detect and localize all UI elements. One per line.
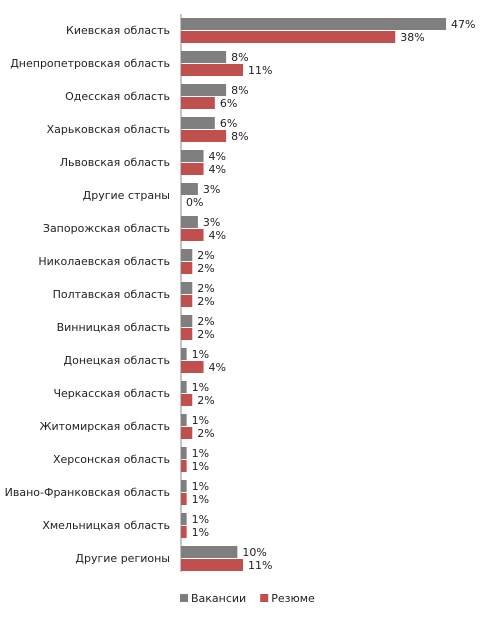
bar xyxy=(181,183,198,195)
bar xyxy=(181,295,193,307)
bar xyxy=(181,117,215,129)
category-label: Хмельницкая область xyxy=(42,519,170,532)
bar xyxy=(181,381,187,393)
value-label: 4% xyxy=(209,163,226,176)
legend-swatch xyxy=(260,594,269,602)
bar xyxy=(181,394,193,406)
category-label: Винницкая область xyxy=(57,321,170,334)
value-label: 3% xyxy=(203,183,220,196)
bar xyxy=(181,84,227,96)
legend-label: Вакансии xyxy=(191,592,246,605)
value-label: 3% xyxy=(203,216,220,229)
category-label: Запорожская область xyxy=(43,222,170,235)
legend-label: Резюме xyxy=(271,592,315,605)
value-label: 4% xyxy=(209,361,226,374)
value-label: 1% xyxy=(192,381,209,394)
category-label: Другие регионы xyxy=(75,552,170,565)
value-label: 8% xyxy=(231,130,248,143)
value-label: 1% xyxy=(192,447,209,460)
bar xyxy=(181,51,227,63)
value-label: 2% xyxy=(197,262,214,275)
value-label: 47% xyxy=(451,18,475,31)
bar xyxy=(181,163,204,175)
value-label: 11% xyxy=(248,559,272,572)
value-label: 11% xyxy=(248,64,272,77)
value-label: 38% xyxy=(400,31,424,44)
value-label: 0% xyxy=(186,196,203,209)
category-label: Другие страны xyxy=(83,189,170,202)
value-label: 2% xyxy=(197,328,214,341)
category-label: Херсонская область xyxy=(53,453,170,466)
bar xyxy=(181,216,198,228)
bar xyxy=(181,513,187,525)
category-label: Черкасская область xyxy=(54,387,171,400)
bar xyxy=(181,150,204,162)
value-label: 1% xyxy=(192,348,209,361)
bar xyxy=(181,348,187,360)
value-label: 2% xyxy=(197,427,214,440)
value-label: 2% xyxy=(197,249,214,262)
value-label: 8% xyxy=(231,84,248,97)
category-label: Днепропетровская область xyxy=(10,57,170,70)
value-label: 4% xyxy=(209,150,226,163)
bar xyxy=(181,480,187,492)
category-label: Донецкая область xyxy=(64,354,171,367)
bar xyxy=(181,460,187,472)
bar xyxy=(181,427,193,439)
bar xyxy=(181,447,187,459)
category-label: Одесская область xyxy=(65,90,170,103)
value-label: 1% xyxy=(192,493,209,506)
category-label: Полтавская область xyxy=(53,288,170,301)
value-label: 6% xyxy=(220,117,237,130)
category-label: Ивано-Франковская область xyxy=(5,486,170,499)
bar xyxy=(181,31,396,43)
value-label: 1% xyxy=(192,480,209,493)
category-label: Львовская область xyxy=(60,156,170,169)
category-label: Харьковская область xyxy=(47,123,170,136)
bar xyxy=(181,229,204,241)
bar xyxy=(181,315,193,327)
value-label: 1% xyxy=(192,526,209,539)
bar xyxy=(181,282,193,294)
bar xyxy=(181,361,204,373)
category-label: Житомирская область xyxy=(40,420,170,433)
bar xyxy=(181,546,238,558)
bar xyxy=(181,559,244,571)
bar xyxy=(181,526,187,538)
category-label: Николаевская область xyxy=(38,255,170,268)
bar xyxy=(181,97,215,109)
value-label: 2% xyxy=(197,295,214,308)
bar xyxy=(181,64,244,76)
value-label: 1% xyxy=(192,414,209,427)
bar xyxy=(181,328,193,340)
bar xyxy=(181,414,187,426)
bar xyxy=(181,18,446,30)
bar xyxy=(181,493,187,505)
category-label: Киевская область xyxy=(66,24,170,37)
bar xyxy=(181,130,227,142)
value-label: 2% xyxy=(197,282,214,295)
value-label: 10% xyxy=(242,546,266,559)
value-label: 1% xyxy=(192,460,209,473)
value-label: 6% xyxy=(220,97,237,110)
value-label: 8% xyxy=(231,51,248,64)
value-label: 1% xyxy=(192,513,209,526)
legend-swatch xyxy=(180,594,188,602)
bar xyxy=(181,249,193,261)
value-label: 2% xyxy=(197,315,214,328)
bar xyxy=(181,262,193,274)
value-label: 4% xyxy=(209,229,226,242)
value-label: 2% xyxy=(197,394,214,407)
